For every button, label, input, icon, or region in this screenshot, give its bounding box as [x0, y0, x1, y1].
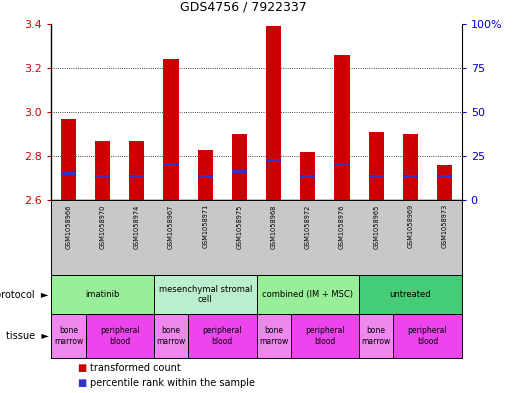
Text: tissue  ►: tissue ►	[6, 331, 49, 341]
Text: GSM1058975: GSM1058975	[236, 204, 243, 248]
Text: bone
marrow: bone marrow	[156, 326, 186, 346]
Bar	[198, 150, 213, 200]
Text: GSM1058966: GSM1058966	[65, 204, 71, 248]
Bar	[256, 275, 359, 314]
Bar	[300, 152, 315, 200]
Text: peripheral
blood: peripheral blood	[203, 326, 242, 346]
Text: GSM1058968: GSM1058968	[270, 204, 277, 248]
Bar	[300, 174, 315, 178]
Text: untreated: untreated	[389, 290, 431, 299]
Text: transformed count: transformed count	[90, 362, 181, 373]
Text: bone
marrow: bone marrow	[362, 326, 391, 346]
Bar	[368, 132, 384, 200]
Text: imatinib: imatinib	[85, 290, 120, 299]
Text: ■: ■	[77, 362, 86, 373]
Bar	[61, 173, 76, 175]
Bar	[51, 275, 154, 314]
Bar	[95, 141, 110, 200]
Text: GSM1058976: GSM1058976	[339, 204, 345, 248]
Bar	[61, 119, 76, 200]
Text: bone
marrow: bone marrow	[259, 326, 288, 346]
Bar	[403, 134, 418, 200]
Bar	[163, 59, 179, 200]
Bar	[188, 314, 256, 358]
Bar	[359, 275, 462, 314]
Bar	[129, 174, 145, 178]
Bar	[163, 163, 179, 167]
Bar	[437, 165, 452, 200]
Bar	[403, 174, 418, 178]
Bar	[232, 134, 247, 200]
Bar	[86, 314, 154, 358]
Text: GDS4756 / 7922337: GDS4756 / 7922337	[180, 1, 306, 14]
Bar	[437, 174, 452, 178]
Text: mesenchymal stromal
cell: mesenchymal stromal cell	[159, 285, 252, 305]
Bar	[334, 163, 350, 167]
Text: GSM1058973: GSM1058973	[442, 204, 448, 248]
Bar	[232, 170, 247, 173]
Text: GSM1058970: GSM1058970	[100, 204, 106, 248]
Text: GSM1058965: GSM1058965	[373, 204, 379, 248]
Text: percentile rank within the sample: percentile rank within the sample	[90, 378, 255, 388]
Bar	[256, 314, 291, 358]
Bar	[154, 314, 188, 358]
Bar	[95, 174, 110, 178]
Text: peripheral
blood: peripheral blood	[408, 326, 447, 346]
Text: GSM1058967: GSM1058967	[168, 204, 174, 248]
Text: bone
marrow: bone marrow	[54, 326, 83, 346]
Text: protocol  ►: protocol ►	[0, 290, 49, 300]
Bar	[51, 314, 86, 358]
Bar	[359, 314, 393, 358]
Text: combined (IM + MSC): combined (IM + MSC)	[262, 290, 353, 299]
Text: GSM1058971: GSM1058971	[202, 204, 208, 248]
Bar	[198, 174, 213, 178]
Text: ■: ■	[77, 378, 86, 388]
Bar	[368, 174, 384, 178]
Text: GSM1058972: GSM1058972	[305, 204, 311, 248]
Bar	[393, 314, 462, 358]
Text: GSM1058969: GSM1058969	[407, 204, 413, 248]
Text: peripheral
blood: peripheral blood	[305, 326, 345, 346]
Bar	[334, 55, 350, 200]
Bar	[129, 141, 145, 200]
Bar	[154, 275, 256, 314]
Bar	[266, 159, 281, 162]
Bar	[266, 26, 281, 200]
Text: GSM1058974: GSM1058974	[134, 204, 140, 248]
Text: peripheral
blood: peripheral blood	[100, 326, 140, 346]
Bar	[291, 314, 359, 358]
